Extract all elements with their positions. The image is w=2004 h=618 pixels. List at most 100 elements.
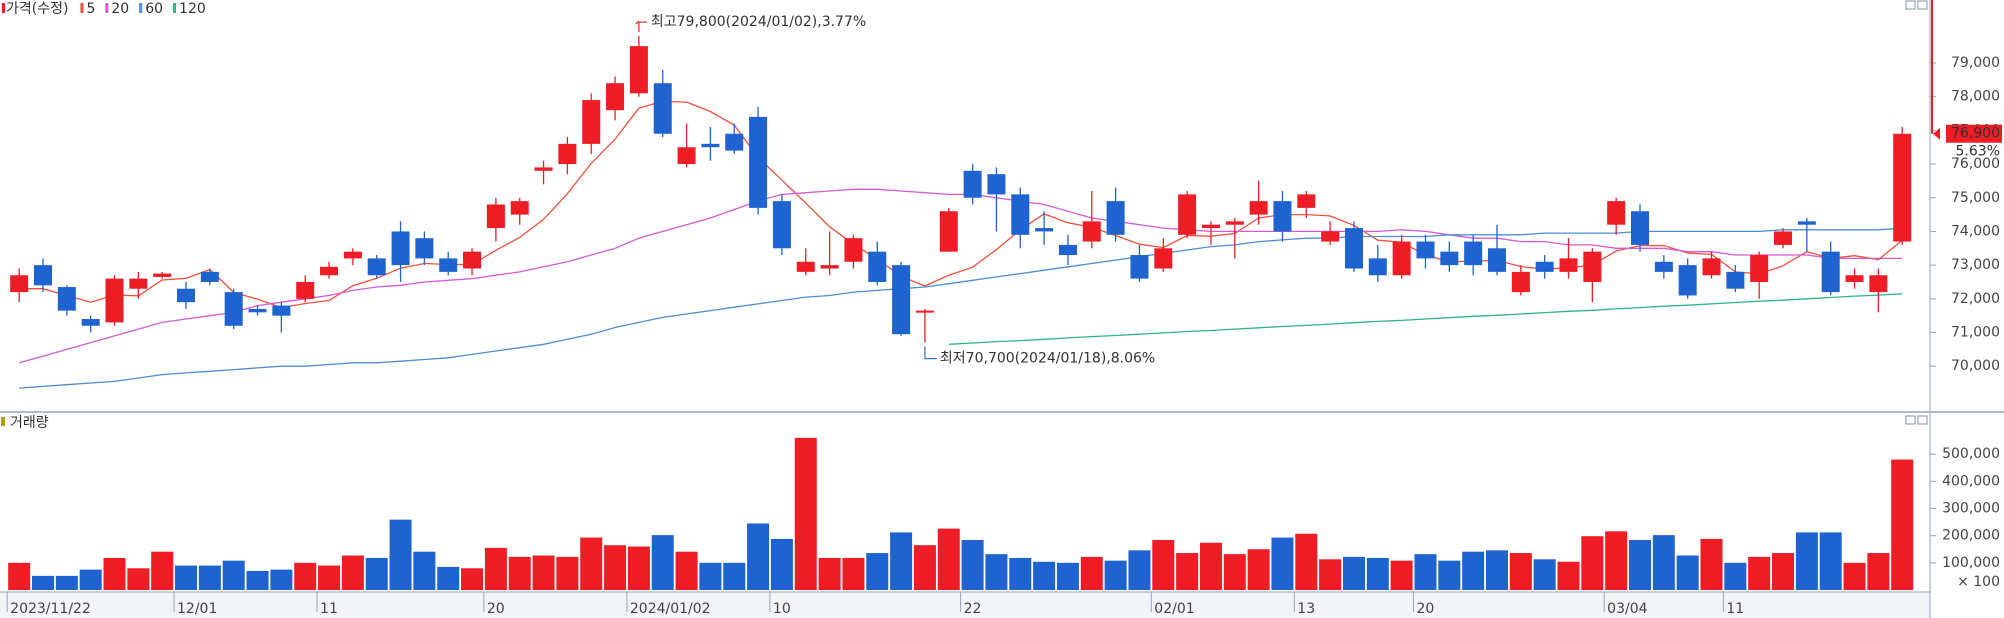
price-tag-label: 76,900 [1951, 126, 2000, 142]
volume-bar [1128, 550, 1151, 590]
candle-body [486, 204, 505, 229]
volume-bar [1414, 554, 1437, 590]
candle-body [1321, 231, 1340, 242]
y-tick-label: 76,000 [1951, 156, 2000, 172]
volume-legend-swatch [1, 417, 5, 426]
candle-body [1631, 211, 1650, 245]
volume-bar [866, 553, 889, 590]
volume-bar [341, 555, 364, 590]
legend-swatch [80, 3, 84, 13]
volume-bar [1152, 540, 1175, 590]
candle-body [892, 265, 911, 335]
candle-body [1178, 194, 1197, 235]
x-tick-label: 03/04 [1607, 601, 1647, 617]
legend-label: 가격(수정) [6, 1, 68, 17]
window-button[interactable] [1905, 0, 1916, 10]
y-tick-label: 500,000 [1942, 446, 2000, 462]
candle-body [1845, 275, 1864, 282]
volume-bar [461, 568, 484, 590]
volume-bar [580, 537, 603, 590]
candle-body [1559, 258, 1578, 272]
volume-bar [1390, 560, 1413, 590]
volume-bar [1843, 562, 1866, 590]
candle-body [1368, 258, 1387, 276]
volume-bar [222, 560, 245, 590]
volume-bar [1009, 557, 1032, 590]
candle-body [844, 238, 863, 262]
volume-bar [79, 569, 102, 590]
volume-bar [318, 565, 341, 590]
candle-body [1249, 201, 1268, 215]
x-tick-label: 12/01 [177, 601, 217, 617]
window-button[interactable] [1917, 415, 1928, 425]
candle-body [749, 116, 768, 208]
volume-bar [937, 528, 960, 590]
candle-body [105, 278, 124, 323]
candle-body [558, 143, 577, 165]
x-tick-label: 20 [487, 601, 505, 617]
candle-body [510, 201, 529, 215]
unit-label: × 100 [1957, 574, 2000, 590]
candle-body [296, 281, 315, 299]
volume-bar [198, 565, 221, 590]
volume-bar [437, 566, 460, 590]
annotation-arrow [924, 346, 937, 360]
candle-body [320, 266, 339, 276]
y-tick-label: 70,000 [1951, 358, 2000, 374]
legend-label: 5 [86, 1, 95, 17]
volume-bar [508, 556, 531, 590]
y-tick-label: 71,000 [1951, 325, 2000, 341]
candle-body [1893, 133, 1912, 242]
window-button[interactable] [1917, 0, 1928, 10]
volume-bar [1724, 562, 1747, 590]
candle-body [1058, 244, 1077, 256]
volume-bar [1176, 553, 1199, 590]
candle-body [1869, 275, 1888, 293]
candle-body [1654, 261, 1673, 272]
legend-swatch [2, 3, 5, 13]
volume-bar [294, 562, 317, 590]
date-axis-band [0, 592, 1930, 618]
y-tick-label: 78,000 [1951, 89, 2000, 105]
candle-body [200, 271, 219, 282]
candle-body [1583, 251, 1602, 282]
x-tick-label: 20 [1416, 601, 1434, 617]
volume-bar [484, 547, 507, 590]
change-label: 5.63% [1956, 144, 2000, 160]
legend-swatch [105, 3, 109, 13]
ma-line [19, 188, 1903, 364]
x-tick-label: 2024/01/02 [630, 601, 711, 617]
candle-body [34, 265, 53, 286]
volume-bar [8, 562, 31, 590]
volume-bar [556, 556, 579, 590]
volume-bar [604, 545, 627, 590]
x-tick-label: 11 [320, 601, 338, 617]
y-tick-label: 75,000 [1951, 190, 2000, 206]
volume-bar [1533, 559, 1556, 590]
candle-body [415, 238, 434, 259]
candle-body [1440, 251, 1459, 266]
candle-body [1821, 251, 1840, 293]
candle-body [725, 133, 744, 151]
volume-bar [32, 575, 55, 590]
volume-bar [1557, 561, 1580, 590]
candle-body [915, 310, 934, 313]
candle-body [81, 319, 100, 326]
volume-bar [1462, 551, 1485, 590]
legend-swatch [173, 3, 177, 13]
candle-body [796, 261, 815, 272]
volume-bar [151, 551, 174, 590]
ma-line [19, 227, 1903, 389]
ma-line [948, 293, 1903, 345]
volume-bar [818, 557, 841, 590]
annotation: 최저70,700(2024/01/18),8.06% [940, 351, 1155, 367]
candle-body [248, 308, 267, 313]
legend-swatch [139, 3, 143, 13]
candle-body [463, 251, 482, 269]
volume-bar [127, 568, 150, 590]
y-tick-label: 100,000 [1942, 555, 2000, 571]
candle-body [129, 278, 148, 289]
window-button[interactable] [1905, 415, 1916, 425]
volume-bar [1629, 540, 1652, 590]
volume-bar [985, 554, 1008, 590]
